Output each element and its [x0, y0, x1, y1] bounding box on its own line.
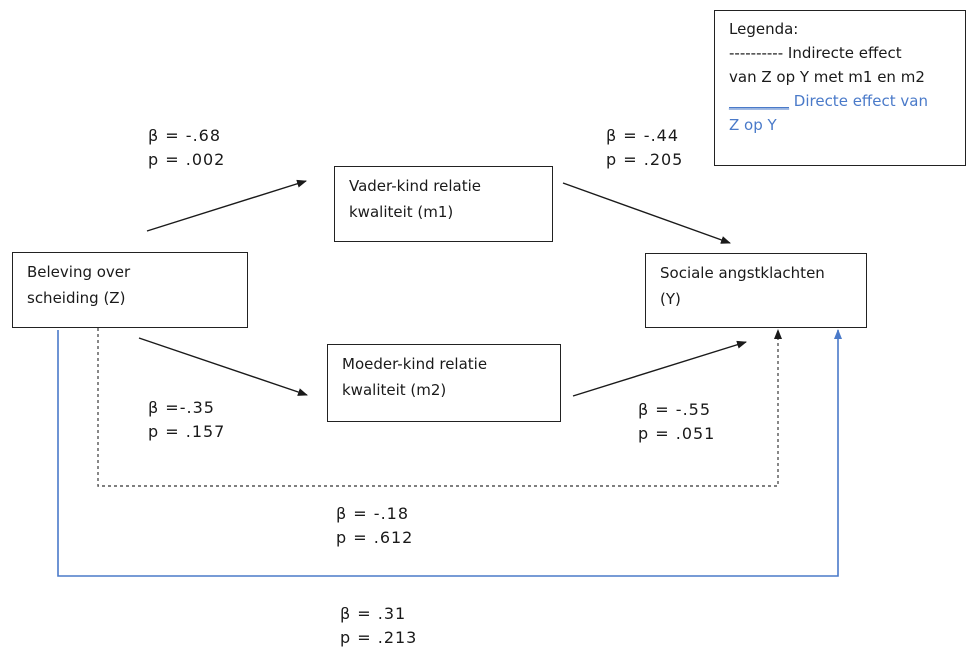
stat-z-m2-p: p = .157	[148, 422, 226, 441]
node-z-line2: scheiding (Z)	[27, 289, 126, 307]
stat-m1-y: β = -.44 p = .205	[606, 124, 683, 172]
stat-m2-y: β = -.55 p = .051	[638, 398, 715, 446]
node-m1-line1: Vader-kind relatie	[349, 177, 482, 195]
arrow-z-to-m1	[146, 179, 307, 232]
legend-direct-row: ________ Directe effect van	[729, 89, 951, 113]
node-z-line1: Beleving over	[27, 263, 131, 281]
stat-direct-beta: β = .31	[340, 604, 407, 623]
node-m2-line1: Moeder-kind relatie	[342, 355, 488, 373]
stat-indirect: β = -.18 p = .612	[336, 502, 413, 550]
legend-indirect-line2: van Z op Y met m1 en m2	[729, 68, 925, 86]
stat-direct: β = .31 p = .213	[340, 602, 417, 650]
stat-z-m2: β =-.35 p = .157	[148, 396, 225, 444]
legend-direct-line2: Z op Y	[729, 116, 777, 134]
node-m2: Moeder-kind relatie kwaliteit (m2)	[327, 344, 561, 422]
direct-effect-path	[57, 329, 842, 577]
node-y-line2: (Y)	[660, 290, 681, 308]
stat-z-m2-beta: β =-.35	[148, 398, 215, 417]
legend-direct-marker: ________	[729, 92, 789, 110]
stat-z-m1-beta: β = -.68	[148, 126, 222, 145]
legend-title: Legenda:	[729, 20, 799, 38]
stat-direct-p: p = .213	[340, 628, 418, 647]
stat-indirect-beta: β = -.18	[336, 504, 410, 523]
node-y-line1: Sociale angstklachten	[660, 264, 825, 282]
indirect-effect-path	[97, 328, 782, 487]
legend-direct-line1: Directe effect van	[793, 92, 928, 110]
legend-indirect-marker: ----------	[729, 44, 784, 62]
legend-box: Legenda: ---------- Indirecte effect van…	[714, 10, 966, 166]
arrow-z-to-m2	[138, 337, 308, 396]
stat-m1-y-beta: β = -.44	[606, 126, 680, 145]
stat-z-m1-p: p = .002	[148, 150, 226, 169]
stat-z-m1: β = -.68 p = .002	[148, 124, 225, 172]
arrow-m2-to-y	[572, 340, 747, 397]
legend-indirect-row: ---------- Indirecte effect	[729, 41, 951, 65]
node-y: Sociale angstklachten (Y)	[645, 253, 867, 328]
arrow-m1-to-y	[562, 182, 731, 244]
stat-m2-y-p: p = .051	[638, 424, 716, 443]
node-m2-line2: kwaliteit (m2)	[342, 381, 447, 399]
node-m1-line2: kwaliteit (m1)	[349, 203, 454, 221]
stat-indirect-p: p = .612	[336, 528, 414, 547]
node-m1: Vader-kind relatie kwaliteit (m1)	[334, 166, 553, 242]
node-z: Beleving over scheiding (Z)	[12, 252, 248, 328]
legend-indirect-line1: Indirecte effect	[787, 44, 902, 62]
stat-m2-y-beta: β = -.55	[638, 400, 712, 419]
stat-m1-y-p: p = .205	[606, 150, 684, 169]
